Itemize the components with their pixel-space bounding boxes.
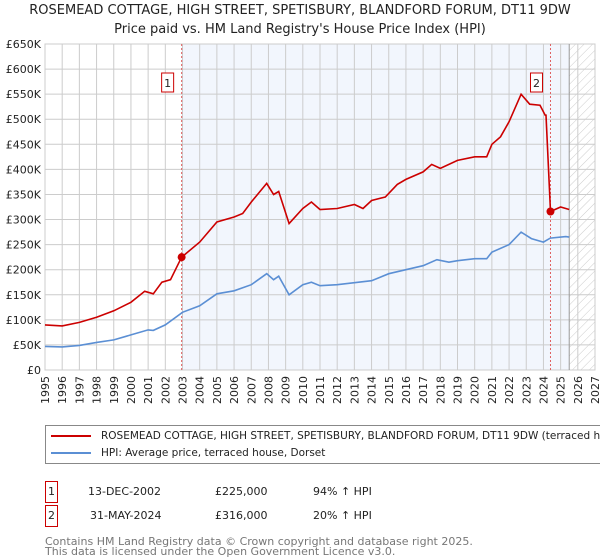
chart-subtitle: Price paid vs. HM Land Registry's House … bbox=[114, 22, 486, 37]
x-tick-label: 2019 bbox=[452, 376, 465, 404]
plot-border bbox=[44, 43, 596, 371]
y-tick-label: £0 bbox=[27, 364, 41, 377]
x-tick-label: 2003 bbox=[177, 376, 190, 404]
transaction-row: 1 13-DEC-2002 £225,000 94% ↑ HPI bbox=[45, 481, 545, 503]
sale-annotation-label: 2 bbox=[533, 77, 540, 90]
x-tick-label: 2027 bbox=[589, 376, 600, 404]
future-hatch bbox=[569, 44, 595, 370]
x-tick-label: 2025 bbox=[555, 376, 568, 404]
y-tick-label: £200K bbox=[6, 264, 42, 277]
transaction-price: £225,000 bbox=[215, 485, 268, 498]
chart-plot: 1995 1996 1997 1998 1999 2000 2001 2002 2003 2004… bbox=[6, 38, 600, 404]
x-tick-label: 2017 bbox=[417, 376, 430, 404]
legend-item-hpi: HPI: Average price, terraced house, Dors… bbox=[51, 446, 325, 460]
x-tick-label: 1999 bbox=[108, 376, 121, 404]
y-tick-label: £450K bbox=[6, 138, 42, 151]
x-tick-label: 2007 bbox=[245, 376, 258, 404]
transaction-hpi: 20% ↑ HPI bbox=[313, 509, 372, 522]
x-tick-label: 2012 bbox=[331, 376, 344, 404]
x-tick-label: 2018 bbox=[434, 376, 447, 404]
x-tick-label: 2008 bbox=[262, 376, 275, 404]
x-tick-label: 2015 bbox=[383, 376, 396, 404]
footer: Contains HM Land Registry data © Crown c… bbox=[45, 535, 473, 558]
x-tick-label: 2005 bbox=[211, 376, 224, 404]
transaction-row: 2 31-MAY-2024 £316,000 20% ↑ HPI bbox=[45, 505, 545, 527]
x-tick-label: 1997 bbox=[73, 376, 86, 404]
legend-swatch-red bbox=[51, 435, 91, 437]
x-tick-label: 2016 bbox=[400, 376, 413, 404]
sale-point bbox=[177, 253, 186, 262]
x-tick-label: 1995 bbox=[39, 376, 52, 404]
y-tick-label: £150K bbox=[6, 289, 42, 302]
y-tick-label: £600K bbox=[6, 63, 42, 76]
transaction-date: 13-DEC-2002 bbox=[88, 485, 162, 498]
sale-point bbox=[546, 207, 555, 216]
x-tick-label: 2009 bbox=[280, 376, 293, 404]
transaction-badge: 1 bbox=[45, 481, 58, 503]
legend-label: ROSEMEAD COTTAGE, HIGH STREET, SPETISBUR… bbox=[101, 430, 600, 442]
y-tick-label: £650K bbox=[6, 38, 42, 51]
y-tick-label: £400K bbox=[6, 163, 42, 176]
x-tick-label: 2022 bbox=[503, 376, 516, 404]
x-tick-label: 2004 bbox=[194, 376, 207, 404]
transaction-hpi: 94% ↑ HPI bbox=[313, 485, 372, 498]
footer-line: This data is licensed under the Open Gov… bbox=[45, 545, 396, 558]
sale-annotation-box bbox=[161, 72, 175, 93]
property-price-line bbox=[44, 92, 570, 327]
x-tick-label: 1996 bbox=[56, 376, 69, 404]
transaction-badge: 2 bbox=[45, 505, 58, 527]
y-tick-label: £350K bbox=[6, 188, 42, 201]
chart-title: ROSEMEAD COTTAGE, HIGH STREET, SPETISBUR… bbox=[29, 3, 571, 18]
legend: ROSEMEAD COTTAGE, HIGH STREET, SPETISBUR… bbox=[45, 425, 600, 464]
x-tick-label: 2021 bbox=[486, 376, 499, 404]
hpi-line bbox=[44, 231, 570, 348]
x-tick-label: 2026 bbox=[572, 376, 585, 404]
x-tick-label: 2001 bbox=[142, 376, 155, 404]
x-tick-label: 2006 bbox=[228, 376, 241, 404]
x-tick-label: 2011 bbox=[314, 376, 327, 404]
y-tick-label: £500K bbox=[6, 113, 42, 126]
sale-annotation-box bbox=[529, 72, 543, 93]
x-tick-label: 2020 bbox=[469, 376, 482, 404]
legend-item-property: ROSEMEAD COTTAGE, HIGH STREET, SPETISBUR… bbox=[51, 429, 600, 443]
x-tick-label: 2002 bbox=[159, 376, 172, 404]
y-tick-label: £550K bbox=[6, 88, 42, 101]
y-tick-label: £300K bbox=[6, 214, 42, 227]
footer-line: Contains HM Land Registry data © Crown c… bbox=[45, 535, 473, 548]
x-tick-label: 2024 bbox=[537, 376, 550, 404]
sale-annotation-label: 1 bbox=[164, 77, 171, 90]
ownership-shade bbox=[181, 44, 570, 370]
legend-swatch-blue bbox=[51, 452, 91, 454]
x-tick-label: 2010 bbox=[297, 376, 310, 404]
transaction-price: £316,000 bbox=[215, 509, 268, 522]
y-tick-label: £100K bbox=[6, 314, 42, 327]
y-tick-label: £250K bbox=[6, 239, 42, 252]
x-tick-label: 2000 bbox=[125, 376, 138, 404]
x-tick-label: 2014 bbox=[366, 376, 379, 404]
x-tick-label: 1998 bbox=[91, 376, 104, 404]
x-tick-label: 2023 bbox=[520, 376, 533, 404]
x-tick-label: 2013 bbox=[348, 376, 361, 404]
y-tick-label: £50K bbox=[13, 339, 42, 352]
legend-label: HPI: Average price, terraced house, Dors… bbox=[101, 447, 326, 459]
transaction-date: 31-MAY-2024 bbox=[90, 509, 162, 522]
